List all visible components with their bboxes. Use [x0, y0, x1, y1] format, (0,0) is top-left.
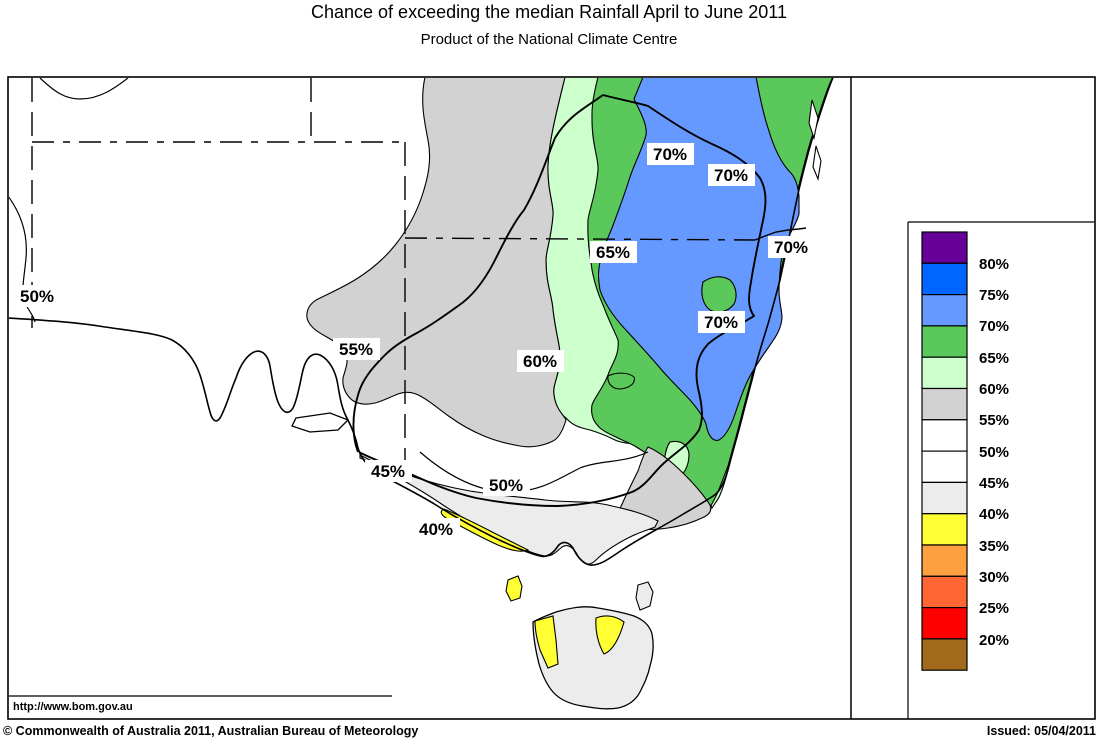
legend-swatch: [921, 262, 968, 296]
tasmania-yellow-north: [595, 615, 625, 655]
contour-label: 60%: [517, 350, 564, 372]
contour-label: 65%: [590, 241, 637, 263]
legend-swatch: [921, 450, 968, 484]
contour-label: 70%: [647, 143, 694, 165]
legend-label: 20%: [979, 632, 1009, 649]
contour-label: 70%: [698, 311, 745, 333]
legend-swatch: [921, 356, 968, 390]
contour-label-text: 65%: [596, 243, 630, 262]
contour-50-left: [9, 196, 36, 323]
region-green-inlier: [701, 276, 737, 313]
legend-swatch: [921, 481, 968, 515]
border-qld-nsw-east: [754, 227, 807, 241]
page-subtitle: Product of the National Climate Centre: [421, 31, 678, 48]
legend-label: 50%: [979, 444, 1009, 461]
tasmania: [532, 606, 654, 710]
legend-label: 80%: [979, 256, 1009, 273]
legend-label: 45%: [979, 475, 1009, 492]
legend-label: 75%: [979, 287, 1009, 304]
basin-boundary: [358, 94, 767, 507]
legend-label: 30%: [979, 569, 1009, 586]
legend-label: 25%: [979, 600, 1009, 617]
legend-label: 70%: [979, 318, 1009, 335]
legend: 80% 75% 70% 65% 60% 55% 50% 45% 40% 35% …: [921, 231, 1009, 671]
contour-label: 40%: [413, 518, 460, 540]
legend-box: [907, 221, 1094, 719]
issued-date: Issued: 05/04/2011: [987, 724, 1096, 738]
legend-swatch: [921, 575, 968, 609]
contour-label-text: 70%: [774, 238, 808, 257]
region-gray-gippsland: [617, 446, 712, 530]
region-55-60-gray: [306, 78, 567, 448]
page-title: Chance of exceeding the median Rainfall …: [311, 2, 787, 22]
bom-url: http://www.bom.gov.au: [13, 701, 133, 713]
legend-label: 35%: [979, 538, 1009, 555]
stradbroke-island: [812, 145, 822, 181]
contour-label-text: 45%: [371, 462, 405, 481]
figure-frame: [7, 76, 1096, 720]
contour-label-text: 70%: [704, 313, 738, 332]
legend-label: 40%: [979, 506, 1009, 523]
contour-50-victoria: [419, 451, 649, 493]
contour-label-text: 50%: [489, 476, 523, 495]
contour-label: 70%: [768, 236, 815, 258]
legend-swatch: [921, 544, 968, 577]
legend-swatch: [921, 513, 968, 546]
moreton-island: [808, 99, 819, 141]
legend-label: 55%: [979, 412, 1009, 429]
copyright-text: © Commonwealth of Australia 2011, Austra…: [3, 724, 418, 738]
king-island: [505, 575, 523, 602]
contour-label-text: 70%: [714, 166, 748, 185]
legend-label: 60%: [979, 381, 1009, 398]
flinders-island: [635, 581, 654, 611]
contour-label: 50%: [483, 474, 530, 496]
contour-label: 55%: [333, 338, 380, 360]
legend-swatch: [921, 387, 968, 421]
contour-label-text: 55%: [339, 340, 373, 359]
darling-murray-river: [352, 94, 604, 453]
region-green-blob: [607, 372, 635, 390]
legend-swatch: [921, 325, 968, 358]
kangaroo-island: [291, 412, 350, 433]
legend-label: 65%: [979, 350, 1009, 367]
contour-labels: 50% 70% 70% 65% 70% 70%: [13, 143, 815, 540]
contour-50-top-loop: [39, 78, 129, 100]
legend-swatch: [921, 231, 968, 264]
contour-label-text: 60%: [523, 352, 557, 371]
legend-swatch: [921, 294, 968, 327]
contour-label-text: 40%: [419, 520, 453, 539]
border-qld-nsw: [404, 237, 756, 241]
legend-swatch: [921, 419, 968, 452]
contour-label-text: 50%: [20, 287, 54, 306]
legend-swatch: [921, 638, 968, 671]
tasmania-yellow-west: [534, 615, 559, 669]
contour-label-text: 70%: [653, 145, 687, 164]
region-35-40-yellow-vic: [440, 508, 530, 552]
contour-label: 70%: [708, 164, 755, 186]
legend-swatch: [921, 606, 968, 640]
contour-label: 45%: [365, 460, 412, 482]
map-canvas: 50% 70% 70% 65% 70% 70%: [9, 78, 834, 713]
contour-label: 50%: [13, 285, 61, 307]
